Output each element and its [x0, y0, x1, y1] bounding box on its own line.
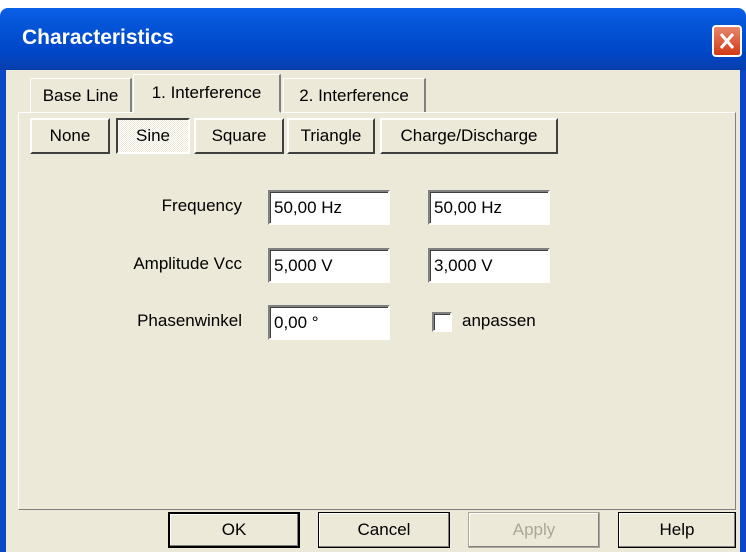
waveform-button[interactable]: Sine [116, 118, 190, 154]
field-label: Amplitude Vcc [133, 254, 242, 273]
checkbox-label: anpassen [462, 311, 536, 330]
text-input[interactable]: 5,000 V [268, 248, 390, 283]
window-title: Characteristics [22, 26, 174, 49]
dialog-button[interactable]: Help [618, 512, 736, 548]
text-input[interactable]: 50,00 Hz [428, 190, 550, 225]
text-input[interactable]: 50,00 Hz [268, 190, 390, 225]
field-label: Phasenwinkel [137, 311, 242, 330]
checkbox[interactable] [432, 312, 452, 332]
text-input[interactable]: 3,000 V [428, 248, 550, 283]
field-label: Frequency [161, 196, 242, 215]
dialog-button[interactable]: OK [168, 512, 300, 548]
waveform-button[interactable]: Charge/Discharge [380, 118, 558, 154]
waveform-button[interactable]: None [30, 118, 110, 154]
dialog-button: Apply [468, 512, 600, 548]
tab[interactable]: 2. Interference [283, 78, 426, 112]
close-button[interactable] [712, 25, 742, 57]
title-bar [0, 8, 746, 72]
dialog-button[interactable]: Cancel [318, 512, 450, 548]
text-input[interactable]: 0,00 ° [268, 305, 390, 340]
tab-panel [18, 112, 736, 510]
waveform-button[interactable]: Square [194, 118, 284, 154]
close-icon [719, 33, 735, 49]
tab[interactable]: Base Line [30, 78, 132, 112]
tab[interactable]: 1. Interference [133, 74, 281, 113]
waveform-button[interactable]: Triangle [287, 118, 375, 154]
